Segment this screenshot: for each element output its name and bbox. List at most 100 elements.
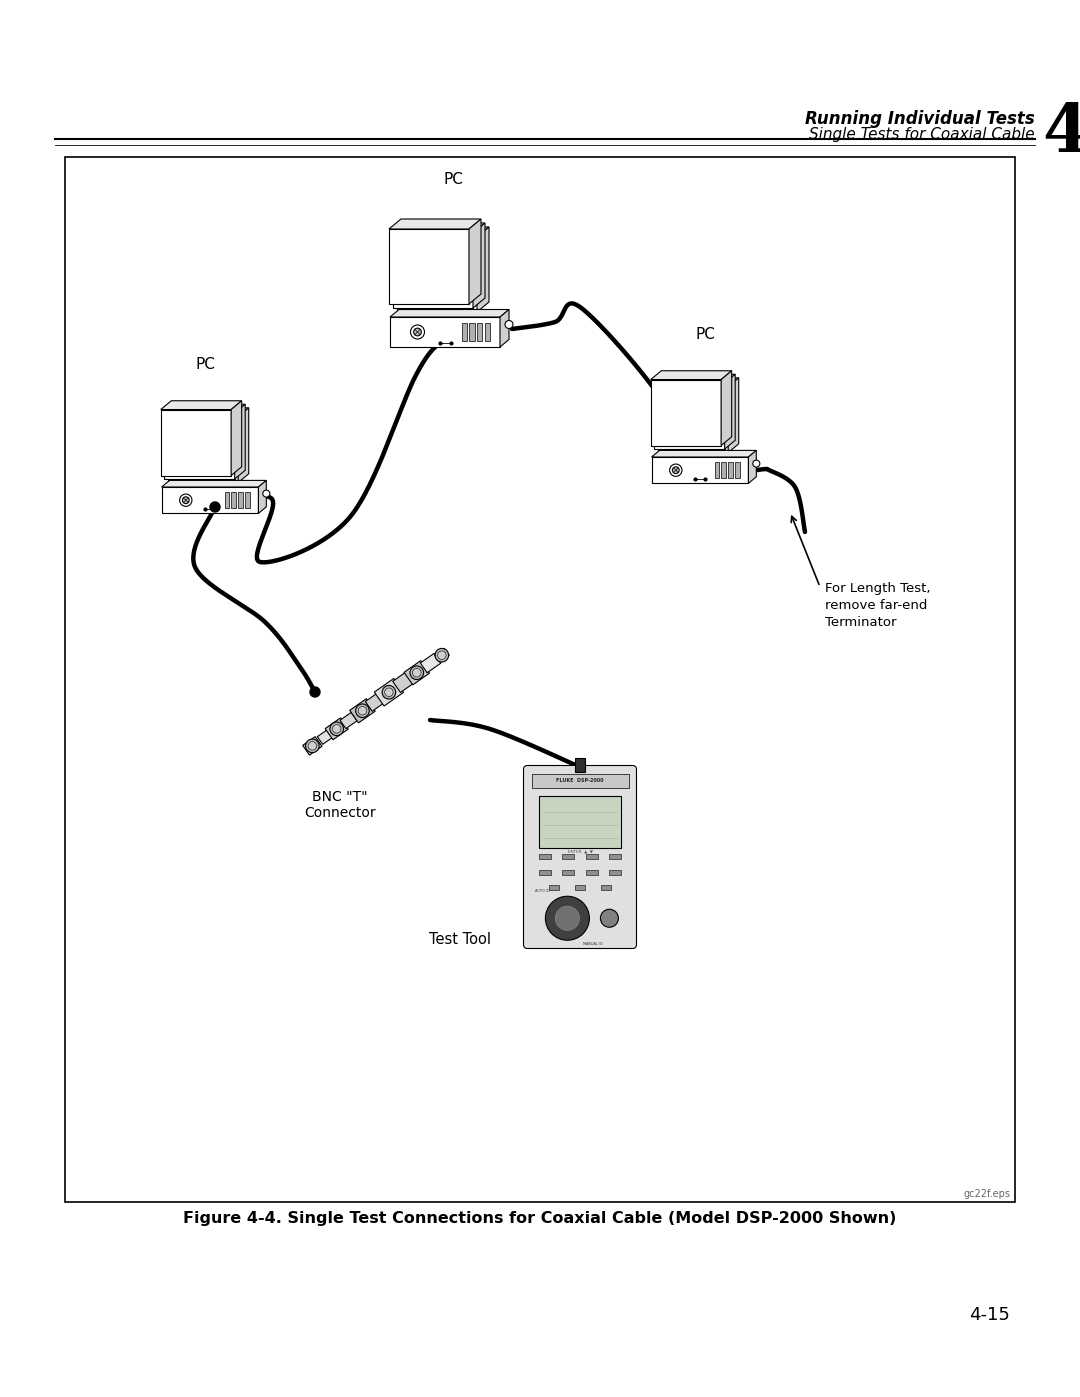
- Bar: [539, 796, 621, 848]
- Text: PC: PC: [443, 172, 463, 187]
- Polygon shape: [167, 408, 248, 416]
- Text: FLUKE  DSP-2000: FLUKE DSP-2000: [556, 778, 604, 782]
- Bar: [461, 323, 467, 341]
- Polygon shape: [167, 416, 239, 482]
- Polygon shape: [658, 377, 739, 387]
- Polygon shape: [651, 380, 721, 446]
- Polygon shape: [397, 226, 489, 237]
- Polygon shape: [404, 661, 430, 685]
- Polygon shape: [434, 648, 449, 662]
- Polygon shape: [390, 310, 509, 317]
- Bar: [477, 323, 483, 341]
- Bar: [225, 492, 229, 509]
- Text: BNC "T"
Connector: BNC "T" Connector: [305, 789, 376, 820]
- Polygon shape: [469, 219, 481, 305]
- Polygon shape: [161, 409, 231, 475]
- Polygon shape: [161, 401, 242, 409]
- Polygon shape: [477, 226, 489, 312]
- Text: ENTER  ▲  ▼: ENTER ▲ ▼: [568, 849, 593, 854]
- Circle shape: [306, 739, 319, 753]
- Text: 4-15: 4-15: [969, 1306, 1010, 1324]
- Bar: [245, 492, 249, 509]
- Circle shape: [382, 686, 395, 698]
- Bar: [563, 869, 575, 875]
- Bar: [575, 757, 585, 771]
- Bar: [585, 854, 597, 859]
- Circle shape: [410, 326, 424, 339]
- Text: PC: PC: [195, 358, 215, 372]
- Polygon shape: [258, 481, 267, 514]
- Polygon shape: [365, 693, 384, 711]
- Polygon shape: [721, 370, 731, 446]
- Circle shape: [384, 687, 393, 697]
- Circle shape: [555, 907, 580, 930]
- Circle shape: [210, 502, 220, 511]
- Polygon shape: [651, 457, 748, 483]
- Bar: [715, 462, 719, 478]
- Polygon shape: [728, 377, 739, 453]
- Polygon shape: [473, 224, 485, 307]
- Circle shape: [179, 495, 192, 506]
- Circle shape: [310, 687, 320, 697]
- Polygon shape: [393, 233, 473, 307]
- Text: 4: 4: [1042, 102, 1080, 166]
- Bar: [539, 869, 552, 875]
- Polygon shape: [393, 671, 416, 693]
- Polygon shape: [393, 224, 485, 233]
- Bar: [585, 869, 597, 875]
- Polygon shape: [420, 654, 441, 673]
- Circle shape: [413, 669, 421, 678]
- Bar: [549, 886, 558, 890]
- Circle shape: [753, 460, 760, 467]
- Polygon shape: [389, 229, 469, 305]
- Polygon shape: [164, 404, 245, 414]
- Text: PC: PC: [696, 327, 715, 342]
- Polygon shape: [162, 488, 258, 514]
- Circle shape: [308, 742, 316, 750]
- Polygon shape: [164, 414, 234, 479]
- Polygon shape: [725, 374, 735, 448]
- Polygon shape: [325, 718, 348, 740]
- Polygon shape: [350, 698, 375, 722]
- Circle shape: [435, 648, 448, 662]
- Polygon shape: [654, 383, 725, 448]
- Bar: [721, 462, 726, 478]
- Bar: [575, 886, 585, 890]
- Bar: [609, 854, 621, 859]
- Polygon shape: [234, 404, 245, 479]
- Bar: [531, 774, 629, 788]
- Circle shape: [545, 897, 590, 940]
- Polygon shape: [658, 387, 728, 453]
- Text: Test Tool: Test Tool: [429, 932, 491, 947]
- Polygon shape: [654, 374, 735, 383]
- Circle shape: [600, 909, 619, 928]
- Bar: [609, 869, 621, 875]
- Polygon shape: [340, 712, 357, 729]
- Polygon shape: [318, 729, 333, 745]
- Circle shape: [333, 725, 341, 733]
- Polygon shape: [375, 679, 404, 705]
- Text: gc22f.eps: gc22f.eps: [963, 1189, 1010, 1199]
- Circle shape: [437, 651, 446, 659]
- Bar: [602, 886, 611, 890]
- Bar: [469, 323, 475, 341]
- Polygon shape: [239, 408, 248, 482]
- Polygon shape: [389, 219, 481, 229]
- Circle shape: [329, 722, 343, 736]
- Polygon shape: [231, 401, 242, 475]
- Polygon shape: [302, 736, 322, 756]
- Polygon shape: [651, 450, 756, 457]
- Circle shape: [355, 704, 369, 718]
- Circle shape: [262, 490, 270, 497]
- Text: Single Tests for Coaxial Cable: Single Tests for Coaxial Cable: [809, 127, 1035, 141]
- Circle shape: [505, 320, 513, 328]
- FancyBboxPatch shape: [524, 766, 636, 949]
- Text: AUTO ID: AUTO ID: [535, 890, 550, 893]
- Circle shape: [670, 464, 681, 476]
- Circle shape: [410, 666, 423, 679]
- Bar: [238, 492, 243, 509]
- Bar: [65, 156, 1015, 1201]
- Text: Running Individual Tests: Running Individual Tests: [806, 110, 1035, 129]
- Bar: [563, 854, 575, 859]
- Text: Figure 4-4. Single Test Connections for Coaxial Cable (Model DSP-2000 Shown): Figure 4-4. Single Test Connections for …: [184, 1211, 896, 1227]
